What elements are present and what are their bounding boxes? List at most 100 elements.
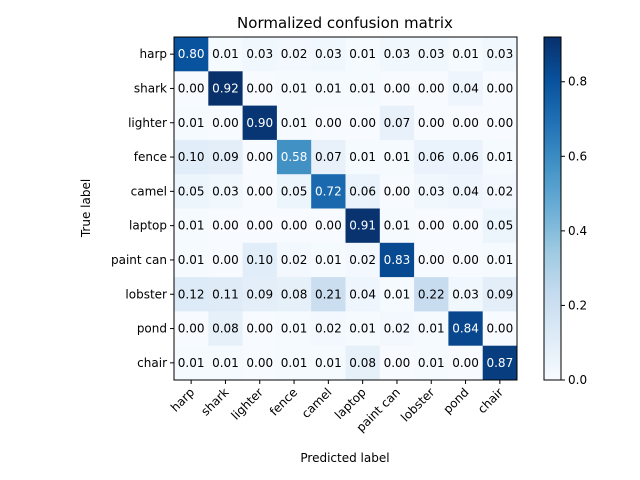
cell-value-r1-c7: 0.00	[418, 81, 445, 95]
cell-value-r5-c9: 0.05	[486, 219, 513, 233]
cell-value-r8-c7: 0.01	[418, 322, 445, 336]
y-tick-label-0: harp	[139, 47, 167, 61]
heatmap-cell-r1-c2	[242, 71, 278, 106]
y-tick-label-1: shark	[134, 81, 167, 95]
cell-value-r6-c6: 0.83	[384, 253, 411, 267]
heatmap-cell-r4-c5	[345, 174, 381, 209]
heatmap-cell-r2-c0	[174, 105, 209, 141]
cell-value-r8-c8: 0.84	[452, 322, 479, 336]
heatmap-cell-r7-c0	[174, 277, 209, 312]
heatmap-cell-r8-c6	[379, 311, 415, 347]
heatmap-cell-r3-c6	[379, 139, 415, 175]
cell-value-r8-c4: 0.02	[315, 322, 342, 336]
heatmap-cell-r6-c9	[482, 242, 518, 278]
cell-value-r2-c4: 0.00	[315, 116, 342, 130]
cell-value-r4-c4: 0.72	[315, 184, 342, 198]
heatmap-cell-r2-c9	[482, 105, 518, 141]
heatmap-cell-r4-c8	[448, 174, 484, 209]
heatmap-cell-r5-c8	[448, 208, 484, 244]
cell-value-r0-c7: 0.03	[418, 47, 445, 61]
heatmap-cell-r9-c7	[414, 345, 449, 381]
cell-value-r5-c8: 0.00	[452, 219, 479, 233]
y-tick-label-5: laptop	[129, 219, 167, 233]
heatmap-cell-r0-c6	[379, 37, 415, 72]
chart-title: Normalized confusion matrix	[237, 14, 453, 32]
cell-value-r7-c8: 0.03	[452, 287, 479, 301]
colorbar-tick-label-4: 0.8	[568, 75, 587, 89]
y-axis-label: True label	[79, 179, 93, 238]
cell-value-r9-c4: 0.01	[315, 356, 342, 370]
heatmap-cell-r1-c4	[311, 71, 346, 106]
cell-value-r6-c3: 0.02	[281, 253, 308, 267]
heatmap-cell-r5-c7	[414, 208, 449, 244]
heatmap-cell-r0-c5	[345, 37, 381, 72]
y-tick-label-3: fence	[134, 150, 167, 164]
cell-value-r6-c8: 0.00	[452, 253, 479, 267]
heatmap-cell-r0-c2	[242, 37, 278, 72]
heatmap-cell-r4-c3	[276, 174, 312, 209]
cell-value-r2-c7: 0.00	[418, 116, 445, 130]
y-tick-label-9: chair	[137, 356, 167, 370]
heatmap-cell-r6-c8	[448, 242, 484, 278]
y-tick-label-6: paint can	[111, 253, 167, 267]
heatmap-cell-r8-c1	[208, 311, 243, 347]
cell-value-r7-c1: 0.11	[212, 287, 239, 301]
cell-value-r0-c4: 0.03	[315, 47, 342, 61]
heatmap-cell-r6-c0	[174, 242, 209, 278]
x-tick-label-0: harp	[168, 385, 197, 414]
cell-value-r0-c0: 0.80	[178, 47, 205, 61]
heatmap-cell-r1-c3	[276, 71, 312, 106]
cell-value-r7-c0: 0.12	[178, 287, 205, 301]
cell-value-r4-c9: 0.02	[486, 184, 513, 198]
heatmap-cell-r9-c8	[448, 345, 484, 381]
heatmap-cell-r7-c9	[482, 277, 518, 312]
heatmap-cell-r2-c4	[311, 105, 346, 141]
y-tick-label-8: pond	[137, 322, 167, 336]
heatmap-cell-r2-c2	[242, 105, 278, 141]
cell-value-r1-c1: 0.92	[212, 81, 239, 95]
heatmap-cell-r1-c1	[208, 71, 243, 106]
heatmap-cell-r7-c6	[379, 277, 415, 312]
cell-value-r8-c5: 0.01	[349, 322, 376, 336]
cell-value-r2-c6: 0.07	[384, 116, 411, 130]
cell-value-r1-c2: 0.00	[246, 81, 273, 95]
heatmap-cell-r9-c4	[311, 345, 346, 381]
heatmap-cell-r2-c3	[276, 105, 312, 141]
cell-value-r9-c1: 0.01	[212, 356, 239, 370]
heatmap-cell-r4-c4	[311, 174, 346, 209]
cell-value-r3-c1: 0.09	[212, 150, 239, 164]
heatmap-cell-r5-c4	[311, 208, 346, 244]
y-tick-label-4: camel	[131, 184, 167, 198]
cell-value-r6-c9: 0.01	[486, 253, 513, 267]
cell-value-r4-c5: 0.06	[349, 184, 376, 198]
heatmap-cell-r4-c0	[174, 174, 209, 209]
heatmap-cell-r9-c9	[482, 345, 518, 381]
cell-value-r5-c0: 0.01	[178, 219, 205, 233]
heatmap-cell-r1-c9	[482, 71, 518, 106]
heatmap-cell-r6-c4	[311, 242, 346, 278]
cell-value-r9-c9: 0.87	[486, 356, 513, 370]
cell-value-r8-c6: 0.02	[384, 322, 411, 336]
heatmap-cell-r6-c6	[379, 242, 415, 278]
cell-value-r3-c4: 0.07	[315, 150, 342, 164]
cell-value-r0-c6: 0.03	[384, 47, 411, 61]
cell-value-r6-c1: 0.00	[212, 253, 239, 267]
cell-value-r2-c8: 0.00	[452, 116, 479, 130]
heatmap-cell-r6-c2	[242, 242, 278, 278]
heatmap-cell-r4-c1	[208, 174, 243, 209]
cell-value-r9-c3: 0.01	[281, 356, 308, 370]
heatmap-cell-r4-c6	[379, 174, 415, 209]
cell-value-r1-c0: 0.00	[178, 81, 205, 95]
cell-value-r0-c9: 0.03	[486, 47, 513, 61]
cell-value-r4-c1: 0.03	[212, 184, 239, 198]
heatmap-cell-r4-c2	[242, 174, 278, 209]
cell-value-r8-c3: 0.01	[281, 322, 308, 336]
cell-value-r4-c0: 0.05	[178, 184, 205, 198]
cell-value-r3-c2: 0.00	[246, 150, 273, 164]
heatmap-cell-r7-c3	[276, 277, 312, 312]
heatmap-cell-r5-c6	[379, 208, 415, 244]
cell-value-r1-c8: 0.04	[452, 81, 479, 95]
colorbar	[543, 36, 562, 381]
